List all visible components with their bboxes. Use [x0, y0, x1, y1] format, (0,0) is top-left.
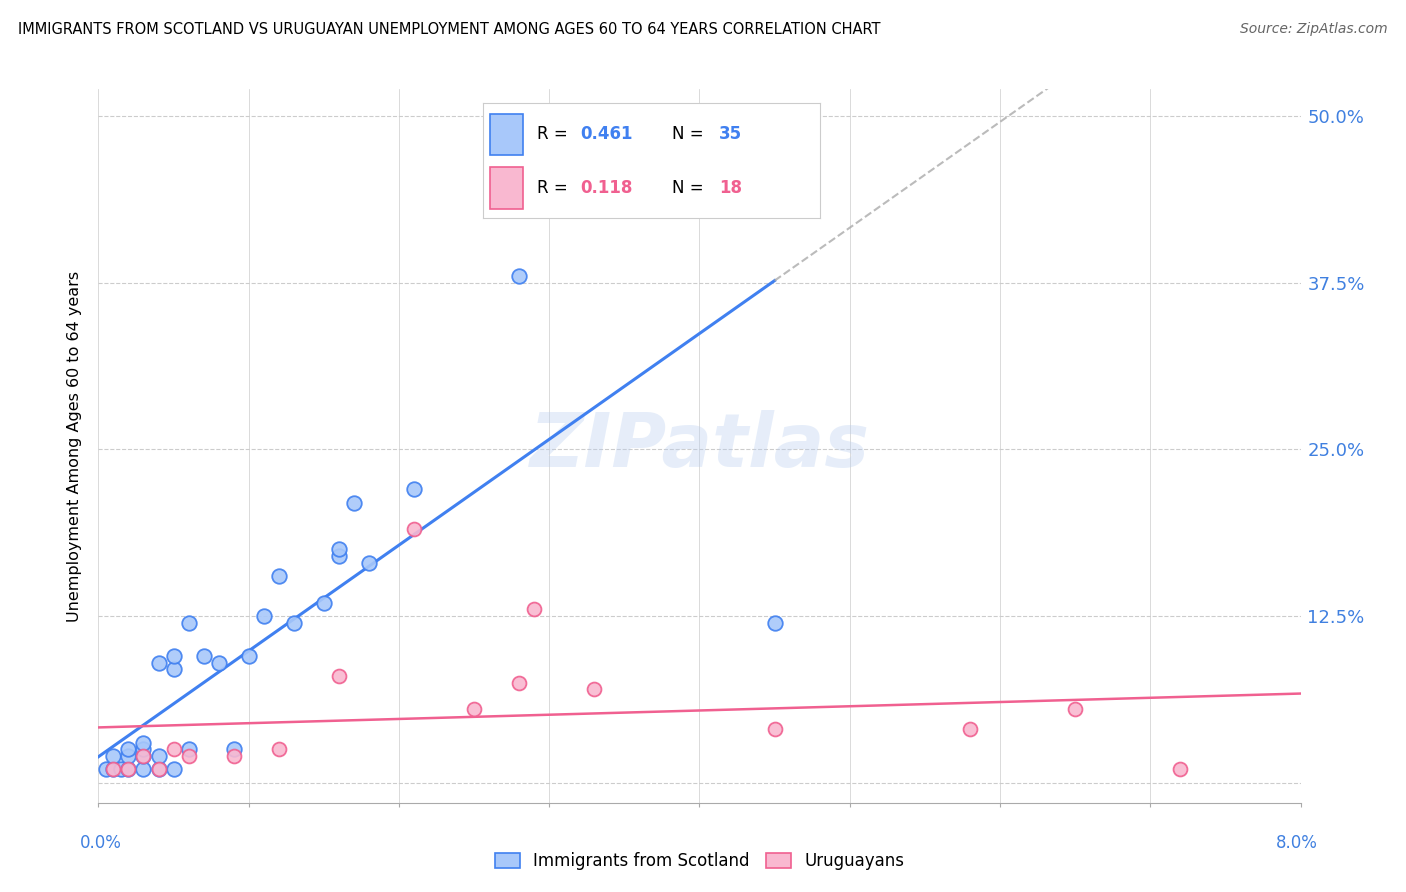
- Point: [343, 496, 366, 510]
- Point: [238, 649, 260, 664]
- Point: [523, 602, 546, 616]
- Point: [1168, 763, 1191, 777]
- Legend: Immigrants from Scotland, Uruguayans: Immigrants from Scotland, Uruguayans: [488, 846, 911, 877]
- Point: [103, 749, 125, 764]
- Point: [117, 763, 139, 777]
- Point: [110, 763, 132, 777]
- Point: [328, 549, 350, 563]
- Point: [583, 682, 606, 697]
- Point: [162, 742, 184, 756]
- Point: [357, 556, 380, 570]
- Point: [763, 615, 786, 630]
- Point: [402, 522, 425, 536]
- Point: [222, 749, 245, 764]
- Point: [553, 189, 575, 203]
- Point: [267, 742, 290, 756]
- Point: [162, 649, 184, 664]
- Point: [132, 736, 155, 750]
- Point: [222, 742, 245, 756]
- Point: [148, 749, 170, 764]
- Point: [148, 763, 170, 777]
- Point: [148, 763, 170, 777]
- Point: [328, 542, 350, 557]
- Text: 0.0%: 0.0%: [80, 834, 122, 852]
- Text: IMMIGRANTS FROM SCOTLAND VS URUGUAYAN UNEMPLOYMENT AMONG AGES 60 TO 64 YEARS COR: IMMIGRANTS FROM SCOTLAND VS URUGUAYAN UN…: [18, 22, 880, 37]
- Point: [253, 609, 276, 624]
- Point: [132, 749, 155, 764]
- Point: [328, 669, 350, 683]
- Point: [959, 723, 981, 737]
- Point: [117, 749, 139, 764]
- Text: 8.0%: 8.0%: [1275, 834, 1317, 852]
- Point: [763, 723, 786, 737]
- Point: [177, 742, 200, 756]
- Y-axis label: Unemployment Among Ages 60 to 64 years: Unemployment Among Ages 60 to 64 years: [67, 270, 83, 622]
- Point: [103, 763, 125, 777]
- Point: [132, 742, 155, 756]
- Point: [312, 596, 335, 610]
- Point: [162, 662, 184, 676]
- Point: [103, 763, 125, 777]
- Point: [132, 749, 155, 764]
- Point: [193, 649, 215, 664]
- Point: [94, 763, 117, 777]
- Point: [132, 763, 155, 777]
- Point: [117, 763, 139, 777]
- Point: [508, 675, 530, 690]
- Point: [463, 702, 485, 716]
- Point: [267, 569, 290, 583]
- Point: [177, 749, 200, 764]
- Point: [162, 763, 184, 777]
- Point: [208, 656, 231, 670]
- Point: [508, 268, 530, 283]
- Point: [148, 656, 170, 670]
- Text: ZIPatlas: ZIPatlas: [530, 409, 869, 483]
- Point: [117, 742, 139, 756]
- Point: [1064, 702, 1087, 716]
- Text: Source: ZipAtlas.com: Source: ZipAtlas.com: [1240, 22, 1388, 37]
- Point: [402, 483, 425, 497]
- Point: [177, 615, 200, 630]
- Point: [283, 615, 305, 630]
